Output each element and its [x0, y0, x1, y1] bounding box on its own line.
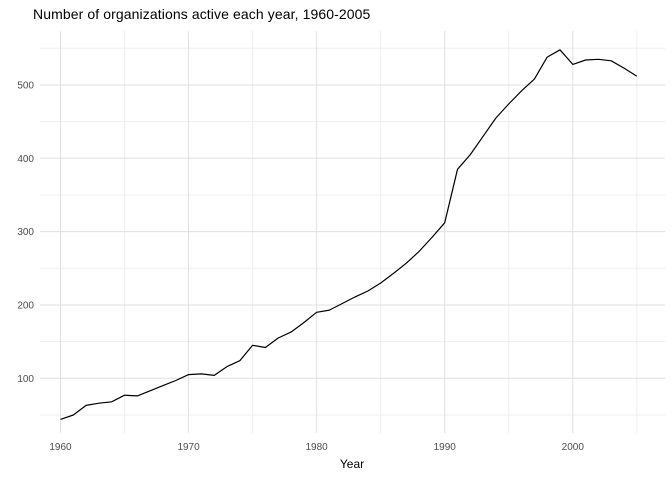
x-tick-label: 1960 [49, 442, 72, 453]
data-series-line [60, 49, 638, 420]
y-tick-label: 500 [17, 80, 34, 91]
x-axis-title: Year [340, 457, 364, 471]
y-tick-label: 100 [17, 374, 34, 385]
y-tick-label: 400 [17, 154, 34, 165]
y-tick-label: 300 [17, 227, 34, 238]
y-axis-tick-labels: 100 200 300 400 500 [17, 80, 34, 384]
chart-title: Number of organizations active each year… [33, 6, 371, 22]
gridlines-major [40, 31, 665, 433]
x-tick-label: 2000 [562, 442, 585, 453]
x-axis-tick-labels: 1960 1970 1980 1990 2000 [49, 442, 584, 453]
x-tick-label: 1970 [177, 442, 200, 453]
x-tick-label: 1990 [434, 442, 457, 453]
y-tick-label: 200 [17, 300, 34, 311]
x-tick-label: 1980 [306, 442, 329, 453]
